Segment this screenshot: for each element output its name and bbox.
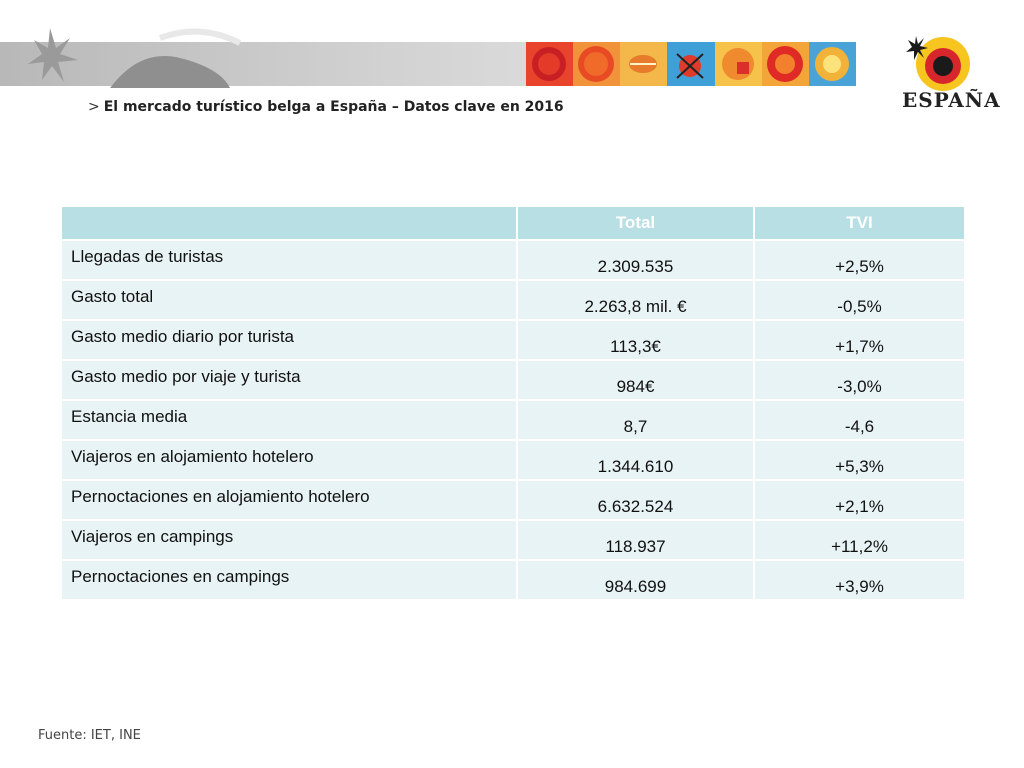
header-artwork: [28, 28, 242, 88]
tile-bug: [667, 42, 715, 86]
table-row: Estancia media 8,7 -4,6: [60, 399, 966, 441]
row-total: 2.309.535: [516, 239, 755, 281]
column-header-label: [60, 205, 518, 241]
slide-subtitle: > El mercado turístico belga a España – D…: [88, 99, 564, 115]
table-row: Viajeros en campings 118.937 +11,2%: [60, 519, 966, 561]
row-total: 8,7: [516, 399, 755, 441]
row-tvi: -4,6: [753, 399, 966, 441]
row-label: Estancia media: [60, 399, 518, 441]
table-row: Pernoctaciones en campings 984.699 +3,9%: [60, 559, 966, 601]
row-tvi: +2,5%: [753, 239, 966, 281]
row-tvi: +2,1%: [753, 479, 966, 521]
row-tvi: +1,7%: [753, 319, 966, 361]
row-label: Viajeros en alojamiento hotelero: [60, 439, 518, 481]
tile-sun-ring: [761, 42, 809, 86]
row-label: Pernoctaciones en alojamiento hotelero: [60, 479, 518, 521]
row-tvi: +3,9%: [753, 559, 966, 601]
row-total: 6.632.524: [516, 479, 755, 521]
row-total: 2.263,8 mil. €: [516, 279, 755, 321]
row-total: 118.937: [516, 519, 755, 561]
row-total: 1.344.610: [516, 439, 755, 481]
row-total: 984.699: [516, 559, 755, 601]
table-row: Llegadas de turistas 2.309.535 +2,5%: [60, 239, 966, 281]
row-label: Gasto medio diario por turista: [60, 319, 518, 361]
tile-sun-orange: [573, 42, 621, 86]
row-tvi: +11,2%: [753, 519, 966, 561]
key-data-table: Total TVI Llegadas de turistas 2.309.535…: [60, 205, 966, 601]
source-footnote: Fuente: IET, INE: [38, 728, 141, 743]
row-tvi: -3,0%: [753, 359, 966, 401]
table-row: Gasto total 2.263,8 mil. € -0,5%: [60, 279, 966, 321]
table-row: Gasto medio diario por turista 113,3€ +1…: [60, 319, 966, 361]
row-tvi: +5,3%: [753, 439, 966, 481]
subtitle-text: El mercado turístico belga a España – Da…: [103, 99, 564, 115]
row-total: 113,3€: [516, 319, 755, 361]
decorative-tile-strip: [526, 42, 856, 86]
table-row: Gasto medio por viaje y turista 984€ -3,…: [60, 359, 966, 401]
row-label: Llegadas de turistas: [60, 239, 518, 281]
row-label: Gasto total: [60, 279, 518, 321]
row-total: 984€: [516, 359, 755, 401]
row-label: Gasto medio por viaje y turista: [60, 359, 518, 401]
column-header-tvi: TVI: [753, 205, 966, 241]
row-tvi: -0,5%: [753, 279, 966, 321]
row-label: Viajeros en campings: [60, 519, 518, 561]
subtitle-arrow: >: [88, 99, 100, 115]
table-header-row: Total TVI: [60, 205, 966, 241]
tile-shell: [620, 42, 668, 86]
column-header-total: Total: [516, 205, 755, 241]
logo-wordmark: ESPAÑA: [902, 88, 1001, 112]
table-row: Viajeros en alojamiento hotelero 1.344.6…: [60, 439, 966, 481]
row-label: Pernoctaciones en campings: [60, 559, 518, 601]
espana-logo-icon: [906, 36, 970, 91]
tile-sun-yellow: [808, 42, 856, 86]
table-row: Pernoctaciones en alojamiento hotelero 6…: [60, 479, 966, 521]
tile-squares: [714, 42, 762, 86]
tile-sun-red: [526, 42, 574, 86]
